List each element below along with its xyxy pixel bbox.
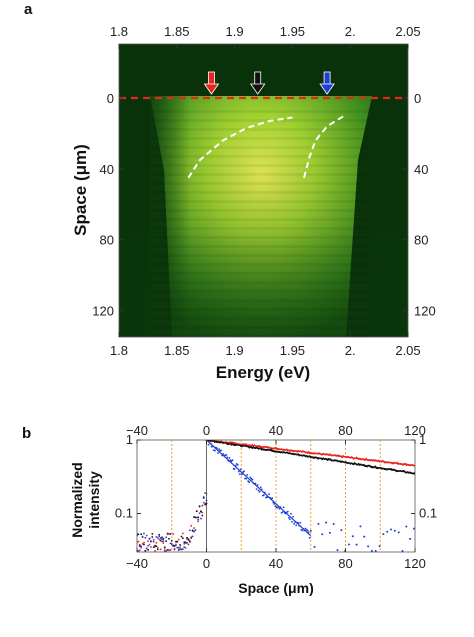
panel-a-label: a [24, 1, 33, 18]
x-tick-top: 2. [345, 24, 356, 39]
panel-a-heatmap: 1.8 1.8 1.85 1.85 1.9 1.9 1.95 1.95 2. 2. 2.05 2.05… [71, 24, 436, 382]
x-tick-top: 2.05 [395, 24, 420, 39]
y-tick-left: 0 [107, 91, 114, 106]
x-tick-bottom: 1.8 [110, 343, 128, 358]
y-tick-right: 120 [414, 303, 436, 318]
x-tick-top: 1.9 [226, 24, 244, 39]
y-tick-left: 80 [100, 233, 114, 248]
black-fit-line [206, 440, 415, 475]
x-tick-top: −40 [126, 423, 148, 438]
x-tick-bottom: 80 [338, 556, 352, 571]
panel-b-label: b [22, 425, 31, 442]
x-tick-top: 1.95 [280, 24, 305, 39]
x-tick-bottom: 1.9 [226, 343, 244, 358]
y-tick-left: 120 [92, 303, 114, 318]
panel-b-xlabel: Space (μm) [238, 580, 313, 596]
panel-a-ylabel: Space (μm) [71, 144, 90, 236]
black-arrow-icon [249, 71, 266, 95]
y-tick-right: 0 [414, 91, 421, 106]
blue-fit-line [206, 440, 312, 537]
panel-b-ylabel-line2: intensity [86, 471, 102, 529]
x-tick-top: 0 [203, 423, 210, 438]
y-tick-left: 1 [126, 432, 133, 447]
x-tick-top: 40 [269, 423, 283, 438]
x-tick-bottom: 1.85 [164, 343, 189, 358]
y-tick-left: 0.1 [115, 506, 133, 521]
red-arrow-icon [203, 71, 220, 95]
white-dashed-curve-2 [303, 114, 345, 178]
red-fit-line [206, 440, 415, 467]
x-tick-bottom: 1.95 [280, 343, 305, 358]
x-tick-top: 1.85 [164, 24, 189, 39]
x-tick-bottom: 2. [345, 343, 356, 358]
x-tick-bottom: 40 [269, 556, 283, 571]
panel-a-xlabel: Energy (eV) [216, 363, 310, 382]
x-tick-top: 120 [404, 423, 426, 438]
x-tick-bottom: 2.05 [395, 343, 420, 358]
y-tick-right: 40 [414, 162, 428, 177]
panel-b-ylabel-line1: Normalized [69, 462, 85, 537]
blue-arrow-icon [319, 71, 335, 95]
y-tick-right: 0.1 [419, 506, 437, 521]
x-tick-bottom: −40 [126, 556, 148, 571]
x-tick-bottom: 0 [203, 556, 210, 571]
x-tick-top: 80 [338, 423, 352, 438]
y-tick-right: 80 [414, 233, 428, 248]
white-dashed-curve-1 [187, 116, 293, 179]
y-tick-left: 40 [100, 162, 114, 177]
y-tick-right: 1 [419, 432, 426, 447]
x-tick-top: 1.8 [110, 24, 128, 39]
x-tick-bottom: 120 [404, 556, 426, 571]
